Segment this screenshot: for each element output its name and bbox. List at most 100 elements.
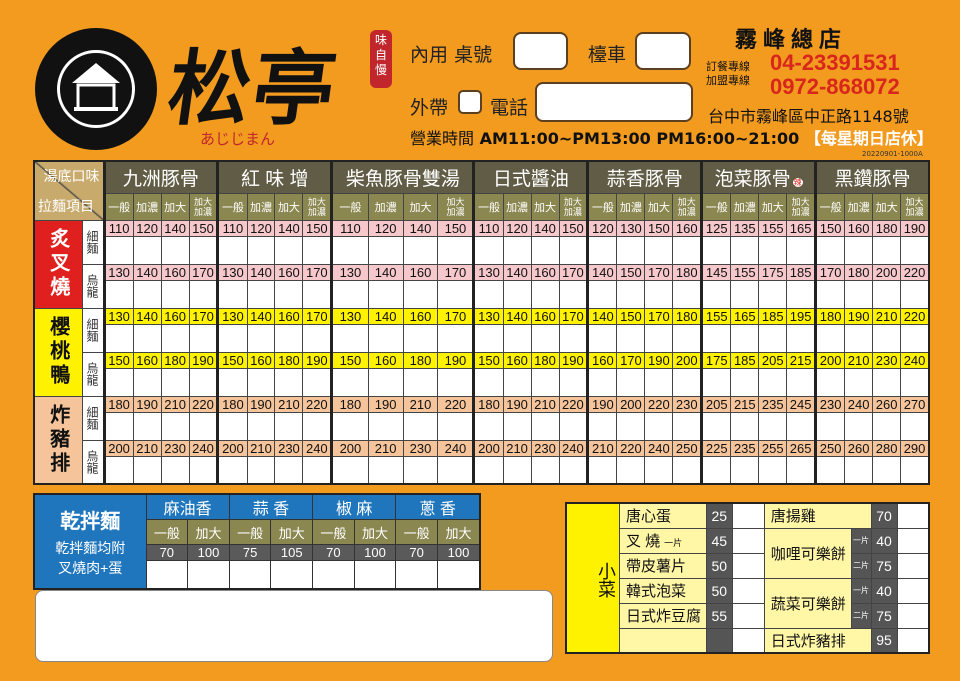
quantity-input[interactable] [437,367,475,397]
quantity-input[interactable] [145,560,189,589]
quantity-input[interactable] [558,411,589,441]
quantity-input[interactable] [814,323,846,353]
quantity-input[interactable] [872,279,902,309]
quantity-input[interactable] [367,411,404,441]
quantity-input[interactable] [731,552,765,579]
quantity-input[interactable] [700,279,732,309]
quantity-input[interactable] [367,235,404,265]
quantity-input[interactable] [188,411,219,441]
quantity-input[interactable] [700,367,732,397]
quantity-input[interactable] [472,323,504,353]
table-no-input[interactable] [513,32,568,70]
quantity-input[interactable] [844,455,874,485]
quantity-input[interactable] [644,235,674,265]
quantity-input[interactable] [402,279,439,309]
quantity-input[interactable] [132,367,162,397]
quantity-input[interactable] [786,411,817,441]
quantity-input[interactable] [270,560,314,589]
quantity-input[interactable] [758,411,788,441]
quantity-input[interactable] [312,560,355,589]
quantity-input[interactable] [558,279,589,309]
quantity-input[interactable] [246,279,276,309]
quantity-input[interactable] [402,411,439,441]
quantity-input[interactable] [758,279,788,309]
quantity-input[interactable] [472,455,504,485]
quantity-input[interactable] [896,527,930,554]
quantity-input[interactable] [330,323,369,353]
quantity-input[interactable] [844,279,874,309]
quantity-input[interactable] [530,323,560,353]
quantity-input[interactable] [132,411,162,441]
quantity-input[interactable] [472,235,504,265]
quantity-input[interactable] [872,323,902,353]
quantity-input[interactable] [437,323,475,353]
quantity-input[interactable] [731,577,765,604]
quantity-input[interactable] [274,279,304,309]
quantity-input[interactable] [437,411,475,441]
quantity-input[interactable] [672,323,703,353]
quantity-input[interactable] [216,455,248,485]
quantity-input[interactable] [900,235,930,265]
quantity-input[interactable] [730,367,760,397]
quantity-input[interactable] [367,367,404,397]
quantity-input[interactable] [437,279,475,309]
quantity-input[interactable] [160,455,190,485]
quantity-input[interactable] [786,235,817,265]
quantity-input[interactable] [132,323,162,353]
quantity-input[interactable] [302,235,333,265]
quantity-input[interactable] [730,235,760,265]
quantity-input[interactable] [844,367,874,397]
quantity-input[interactable] [896,552,930,579]
quantity-input[interactable] [844,323,874,353]
quantity-input[interactable] [730,411,760,441]
quantity-input[interactable] [367,279,404,309]
quantity-input[interactable] [530,235,560,265]
quantity-input[interactable] [302,279,333,309]
quantity-input[interactable] [672,235,703,265]
quantity-input[interactable] [160,367,190,397]
quantity-input[interactable] [586,367,618,397]
quantity-input[interactable] [274,323,304,353]
quantity-input[interactable] [558,455,589,485]
quantity-input[interactable] [302,367,333,397]
quantity-input[interactable] [616,279,646,309]
quantity-input[interactable] [367,455,404,485]
quantity-input[interactable] [246,455,276,485]
quantity-input[interactable] [758,235,788,265]
quantity-input[interactable] [330,279,369,309]
quantity-input[interactable] [132,279,162,309]
quantity-input[interactable] [216,279,248,309]
quantity-input[interactable] [160,235,190,265]
quantity-input[interactable] [402,455,439,485]
quantity-input[interactable] [616,367,646,397]
quantity-input[interactable] [188,235,219,265]
quantity-input[interactable] [132,455,162,485]
quantity-input[interactable] [188,455,219,485]
quantity-input[interactable] [402,323,439,353]
quantity-input[interactable] [330,235,369,265]
quantity-input[interactable] [437,455,475,485]
quantity-input[interactable] [558,323,589,353]
quantity-input[interactable] [616,411,646,441]
quantity-input[interactable] [672,367,703,397]
quantity-input[interactable] [330,411,369,441]
quantity-input[interactable] [672,279,703,309]
quantity-input[interactable] [586,455,618,485]
quantity-input[interactable] [216,411,248,441]
quantity-input[interactable] [558,367,589,397]
quantity-input[interactable] [187,560,230,589]
quantity-input[interactable] [330,367,369,397]
quantity-input[interactable] [814,235,846,265]
quantity-input[interactable] [502,367,532,397]
quantity-input[interactable] [188,323,219,353]
quantity-input[interactable] [786,323,817,353]
quantity-input[interactable] [353,560,397,589]
takeout-checkbox[interactable] [458,90,482,114]
quantity-input[interactable] [730,455,760,485]
quantity-input[interactable] [758,323,788,353]
quantity-input[interactable] [616,235,646,265]
quantity-input[interactable] [160,279,190,309]
quantity-input[interactable] [814,279,846,309]
quantity-input[interactable] [700,455,732,485]
quantity-input[interactable] [814,455,846,485]
